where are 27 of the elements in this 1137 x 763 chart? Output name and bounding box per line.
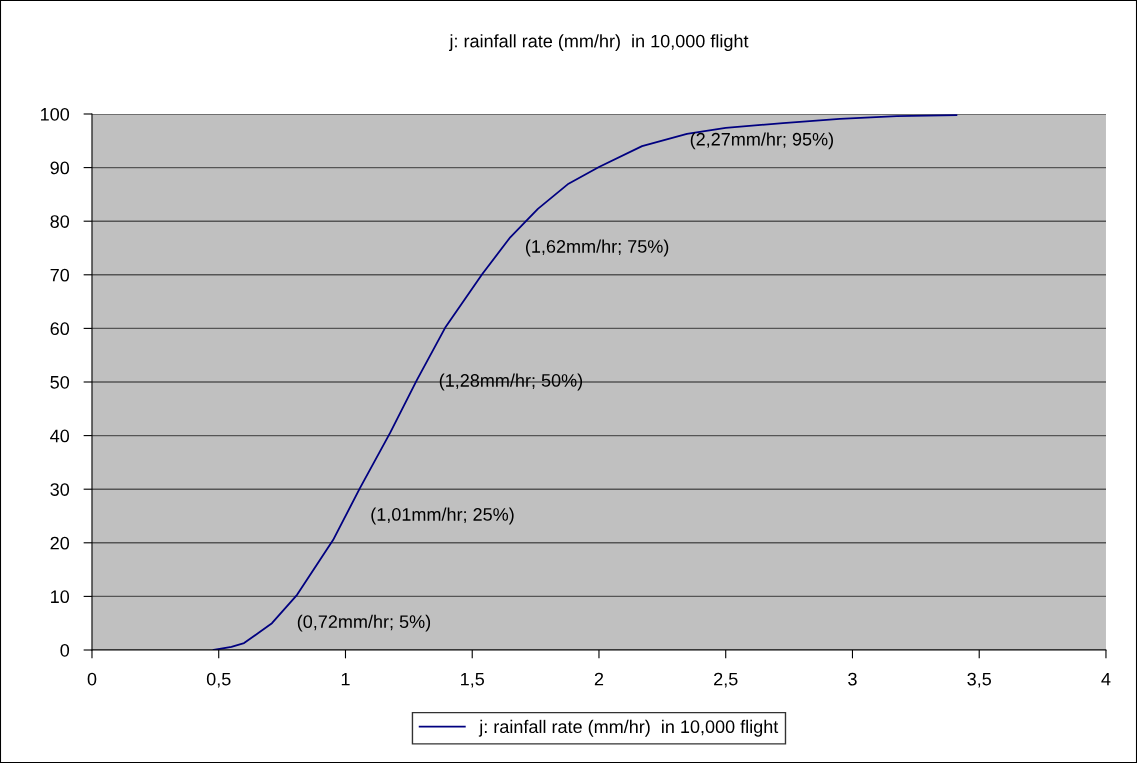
- y-tick-label: 100: [41, 107, 70, 121]
- y-tick-label: 20: [50, 536, 70, 550]
- x-tick-label: 3: [848, 672, 857, 686]
- y-tick-label: 0: [60, 643, 70, 657]
- x-tick-label: 0,5: [206, 672, 231, 688]
- y-tick-label: 10: [51, 590, 70, 604]
- annotation: (1,01mm/hr; 25%): [371, 507, 514, 525]
- x-tick-label: 2: [594, 672, 604, 686]
- annotation: (1,28mm/hr; 50%): [439, 373, 583, 391]
- annotation: (2,27mm/hr; 95%): [690, 132, 834, 150]
- y-tick-label: 30: [50, 483, 70, 496]
- x-tick-label: 1: [341, 672, 350, 686]
- y-tick-label: 80: [50, 215, 70, 228]
- y-tick-label: 70: [50, 268, 70, 282]
- annotation: (1,62mm/hr; 75%): [525, 239, 669, 257]
- x-tick-label: 3,5: [967, 672, 992, 688]
- y-tick-label: 40: [50, 429, 70, 443]
- y-tick-label: 50: [50, 375, 70, 389]
- x-tick-label: 4: [1101, 672, 1111, 686]
- x-tick-label: 1,5: [461, 672, 485, 688]
- annotation: (0,72mm/hr; 5%): [297, 614, 431, 632]
- y-tick-label: 60: [50, 322, 70, 336]
- legend-label: j: rainfall rate (mm/hr) in 10,000 flight: [478, 719, 779, 737]
- chart-title: j: rainfall rate (mm/hr) in 10,000 flight: [449, 34, 749, 52]
- x-tick-label: 2,5: [714, 672, 738, 688]
- x-tick-label: 0: [87, 672, 97, 686]
- y-tick-label: 90: [50, 161, 70, 175]
